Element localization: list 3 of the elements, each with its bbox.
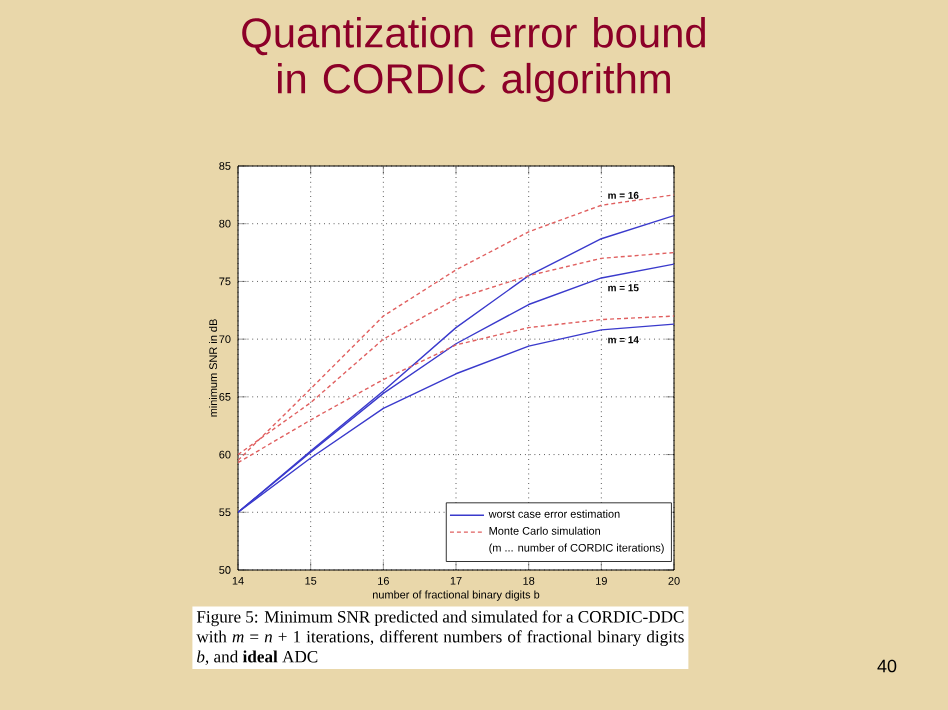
text: 40 bbox=[877, 659, 897, 673]
text: Figure 5: Minimum SNR predicted and simulated for a CORDIC-DDC with m = n + 1 iterations, different numbers of fractional binary digits b, and ideal ADC bbox=[196, 610, 684, 665]
chart-title: Quantization error bound in CORDIC algorithm bbox=[242, 17, 705, 102]
